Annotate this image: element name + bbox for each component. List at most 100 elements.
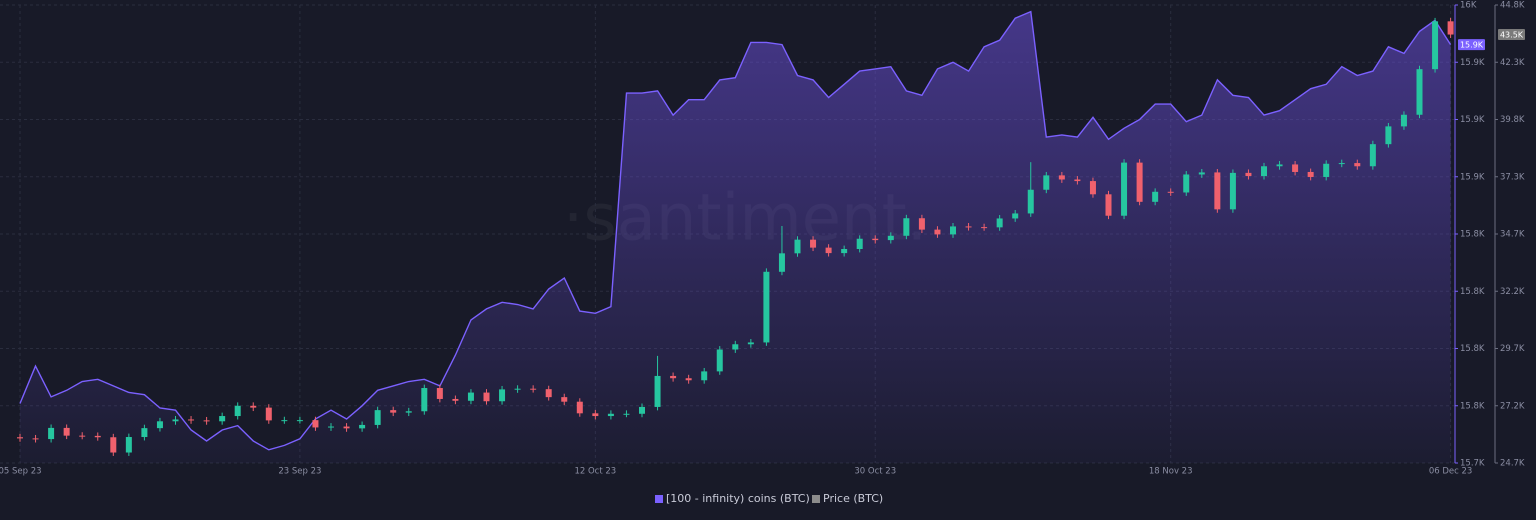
x-tick-label: 18 Nov 23: [1149, 467, 1193, 477]
candle-body: [856, 238, 863, 249]
candle-body: [1229, 172, 1236, 210]
candle-body: [436, 388, 443, 399]
candle-body: [1074, 179, 1081, 182]
candle-body: [1105, 194, 1112, 216]
candle-body: [405, 411, 412, 413]
candle-body: [732, 344, 739, 350]
legend-swatch: [655, 495, 663, 503]
legend-swatch: [812, 495, 820, 503]
candle-body: [1323, 163, 1330, 177]
candle-body: [281, 420, 288, 422]
value-badge: [1498, 29, 1525, 41]
candle-body: [32, 438, 39, 440]
candle-body: [514, 388, 521, 390]
y2-tick-label: 24.7K: [1500, 459, 1525, 469]
candle-body: [1354, 163, 1361, 167]
candle-body: [1089, 181, 1096, 195]
candle-body: [716, 349, 723, 372]
candle-body: [872, 238, 879, 241]
candle-body: [79, 435, 86, 437]
candle-body: [530, 388, 537, 390]
candle-body: [312, 420, 319, 428]
candle-body: [48, 427, 55, 440]
value-badge: [1458, 39, 1485, 51]
candle-body: [483, 392, 490, 402]
candle-body: [685, 378, 692, 381]
candle-body: [172, 419, 179, 422]
candle-body: [374, 410, 381, 425]
y-tick-label: 15.8K: [1460, 230, 1485, 240]
candle-body: [965, 226, 972, 228]
candle-body: [265, 407, 272, 421]
candle-body: [250, 405, 257, 408]
candle-body: [1292, 164, 1299, 172]
candle-body: [359, 424, 366, 429]
candle-body: [125, 437, 132, 453]
candle-body: [670, 375, 677, 379]
y-tick-label: 15.9K: [1460, 115, 1485, 125]
legend-label: Price (BTC): [823, 492, 883, 505]
candle-body: [219, 416, 226, 422]
candle-body: [1121, 162, 1128, 216]
candle-body: [1136, 162, 1143, 202]
candle-body: [1276, 164, 1283, 167]
candle-body: [1261, 166, 1267, 177]
y-tick-label: 15.9K: [1460, 172, 1485, 182]
candle-body: [17, 437, 23, 439]
candle-body: [561, 397, 568, 402]
candle-body: [63, 427, 70, 436]
y-tick-label: 15.8K: [1460, 401, 1485, 411]
candle-body: [234, 405, 241, 417]
y-tick-label: 15.8K: [1460, 287, 1485, 297]
candle-body: [763, 271, 770, 343]
x-tick-label: 12 Oct 23: [574, 467, 616, 477]
candle-body: [1027, 189, 1034, 214]
candle-body: [794, 239, 801, 254]
x-tick-label: 30 Oct 23: [854, 467, 896, 477]
candle-body: [701, 371, 708, 381]
candle-body: [1012, 213, 1019, 219]
candle-body: [328, 426, 334, 428]
candle-body: [1369, 144, 1376, 167]
candle-body: [390, 410, 397, 413]
candle-body: [1214, 172, 1221, 210]
candle-body: [499, 389, 506, 402]
candle-body: [592, 413, 599, 417]
candle-body: [1416, 69, 1423, 115]
candle-body: [1183, 174, 1190, 193]
candle-body: [778, 253, 785, 272]
x-tick-label: 23 Sep 23: [278, 467, 321, 477]
y2-tick-label: 32.2K: [1500, 287, 1525, 297]
candle-body: [639, 406, 645, 414]
candle-body: [421, 388, 428, 412]
y-tick-label: 15.7K: [1460, 459, 1485, 469]
candle-body: [156, 421, 163, 429]
candle-body: [747, 342, 754, 345]
candle-body: [1058, 175, 1065, 180]
candle-body: [576, 401, 583, 414]
value-badge-label: 15.9K: [1460, 41, 1484, 50]
candle-body: [810, 239, 817, 248]
x-tick-label: 06 Dec 23: [1429, 467, 1472, 477]
candle-body: [1400, 114, 1407, 127]
y2-tick-label: 44.8K: [1500, 1, 1525, 11]
y2-tick-label: 27.2K: [1500, 401, 1525, 411]
line-area: [20, 11, 1451, 463]
y-tick-label: 15.9K: [1460, 58, 1485, 68]
x-tick-label: 05 Sep 23: [0, 467, 42, 477]
candle-body: [841, 248, 848, 254]
candle-body: [1167, 191, 1174, 193]
candle-body: [1043, 175, 1050, 190]
candle-body: [981, 227, 988, 229]
value-badge-label: 43.5K: [1500, 31, 1524, 40]
legend-label: [100 - infinity) coins (BTC): [666, 492, 810, 505]
candle-body: [903, 218, 910, 236]
candle-body: [623, 413, 630, 415]
candle-body: [1198, 172, 1205, 175]
candle-body: [887, 235, 894, 241]
candle-body: [452, 398, 459, 401]
y2-tick-label: 29.7K: [1500, 344, 1525, 354]
candle-body: [203, 420, 210, 422]
candle-body: [1385, 126, 1392, 145]
